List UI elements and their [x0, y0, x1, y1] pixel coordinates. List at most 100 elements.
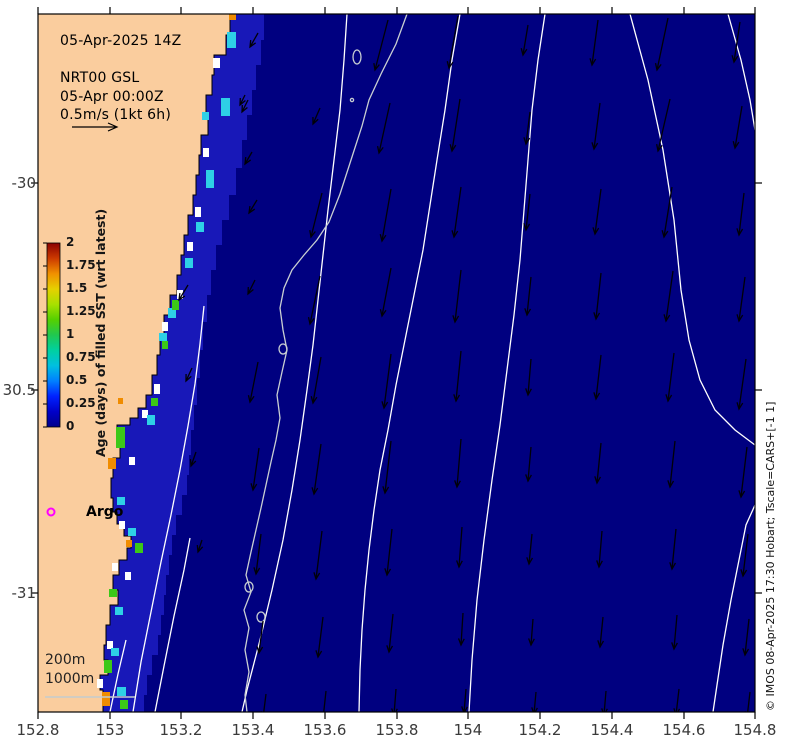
- current-vector-arrow: [456, 526, 463, 569]
- x-tick-label: 153.6: [303, 721, 347, 739]
- current-vector-arrow: [731, 21, 741, 64]
- bathymetry-contour: [154, 537, 191, 712]
- current-vector-arrow: [738, 446, 748, 499]
- current-vector-arrow: [525, 358, 532, 397]
- bathymetry-contour: [712, 504, 755, 712]
- x-tick-label: 153: [95, 721, 125, 739]
- current-vector-arrow: [526, 533, 534, 566]
- current-vector-arrow: [248, 199, 258, 215]
- current-vector-arrow: [373, 19, 389, 72]
- current-vector-arrow: [665, 352, 675, 403]
- current-vector-arrow: [663, 270, 674, 323]
- bathymetry-contour: [109, 639, 127, 712]
- cyan-age-patch: [206, 170, 214, 188]
- current-vector-arrow: [376, 102, 391, 155]
- current-vector-arrow: [736, 358, 747, 411]
- current-vector-arrow: [381, 353, 392, 410]
- x-tick-label: 153.2: [159, 721, 203, 739]
- current-vector-arrow: [589, 19, 599, 67]
- argo-float-marker: [46, 507, 56, 517]
- current-vector-arrow: [311, 443, 322, 496]
- current-vector-arrow: [654, 17, 669, 72]
- current-vector-arrow: [528, 618, 535, 647]
- current-vector-arrow: [185, 367, 193, 383]
- colorbar-tick-label: 0.5: [66, 373, 88, 387]
- current-vector-arrow: [601, 690, 608, 712]
- current-vector-arrow: [520, 24, 529, 57]
- bathymetry-contour: [241, 14, 348, 712]
- cyan-age-patch: [185, 258, 193, 268]
- current-vector-arrow: [247, 279, 256, 296]
- y-tick-label: 30.5: [2, 381, 36, 399]
- current-vector-arrow: [667, 440, 676, 489]
- green-age-patch: [120, 700, 128, 709]
- green-age-patch: [104, 660, 112, 673]
- depth-1000m-label: 1000m: [45, 671, 95, 687]
- current-vector-arrow: [592, 188, 602, 236]
- cyan-age-patch: [117, 497, 125, 505]
- current-vector-arrow: [673, 688, 681, 712]
- cyan-age-patch: [128, 528, 136, 536]
- current-vector-arrow: [452, 269, 462, 324]
- current-vector-arrow: [250, 447, 260, 492]
- copyright-credit: © IMOS 08-Apr-2025 17:30 Hobart; Tscale=…: [764, 401, 777, 711]
- orange-age-patch: [102, 692, 110, 706]
- current-vector-arrow: [247, 361, 259, 404]
- cyan-age-patch: [227, 32, 236, 48]
- current-vector-arrow: [241, 99, 249, 114]
- white-age-patch: [154, 384, 160, 394]
- colorbar-tick-label: 0.25: [66, 396, 96, 410]
- x-tick-label: 154.6: [662, 721, 706, 739]
- current-vector-arrow: [742, 618, 750, 657]
- current-vector-arrow: [315, 616, 324, 659]
- current-vector-arrow: [313, 530, 323, 581]
- depth-200m-label: 200m: [45, 652, 86, 668]
- current-vector-arrow: [312, 107, 321, 126]
- white-age-patch: [97, 679, 103, 688]
- white-age-patch: [125, 572, 131, 580]
- current-vector-arrow: [744, 691, 751, 712]
- current-vector-arrow: [523, 111, 531, 146]
- colorbar-tick-label: 1: [66, 327, 75, 341]
- current-vector-arrow: [671, 614, 678, 651]
- current-vector-arrow: [384, 528, 393, 577]
- current-vector-arrow: [661, 186, 673, 239]
- current-vector-arrow: [307, 275, 321, 326]
- model-name-label: NRT00 GSL: [60, 70, 140, 86]
- y-tick-label: -30: [11, 174, 37, 192]
- cyan-age-patch: [202, 112, 209, 120]
- current-vector-arrow: [597, 616, 605, 649]
- bathymetry-contour: [243, 14, 408, 712]
- current-vector-arrow: [244, 151, 253, 166]
- white-age-patch: [162, 322, 168, 331]
- orange-age-patch: [229, 14, 236, 20]
- current-vector-arrow: [736, 276, 746, 323]
- current-vector-arrow: [310, 356, 322, 405]
- colorbar-title: Age (days) of filled SST (wrt latest): [93, 208, 108, 457]
- current-vector-arrow: [669, 528, 677, 571]
- argo-float-label: Argo: [86, 504, 124, 520]
- x-tick-label: 153.4: [231, 721, 275, 739]
- bathymetry-contour: [132, 305, 205, 712]
- current-vector-arrow: [239, 94, 246, 107]
- current-vector-arrow: [391, 688, 398, 712]
- x-tick-label: 154.8: [733, 721, 777, 739]
- bathymetry-contour-loop: [352, 49, 362, 65]
- green-age-patch: [172, 300, 179, 310]
- current-vector-arrow: [178, 284, 189, 302]
- white-age-patch: [129, 457, 135, 465]
- current-vector-arrow: [523, 193, 531, 232]
- cyan-age-patch: [168, 308, 176, 318]
- current-vector-arrow: [591, 102, 601, 151]
- current-vector-arrow: [189, 451, 197, 468]
- current-vector-arrow: [446, 15, 459, 70]
- cyan-age-patch: [147, 415, 155, 425]
- bathymetry-contour-loop: [256, 611, 266, 623]
- bathymetry-contour: [727, 14, 755, 131]
- bathymetry-contour: [468, 14, 546, 712]
- current-vector-arrow: [309, 192, 323, 239]
- current-vector-arrow: [457, 612, 465, 647]
- current-vector-arrow: [461, 688, 468, 712]
- x-tick-label: 154.4: [590, 721, 634, 739]
